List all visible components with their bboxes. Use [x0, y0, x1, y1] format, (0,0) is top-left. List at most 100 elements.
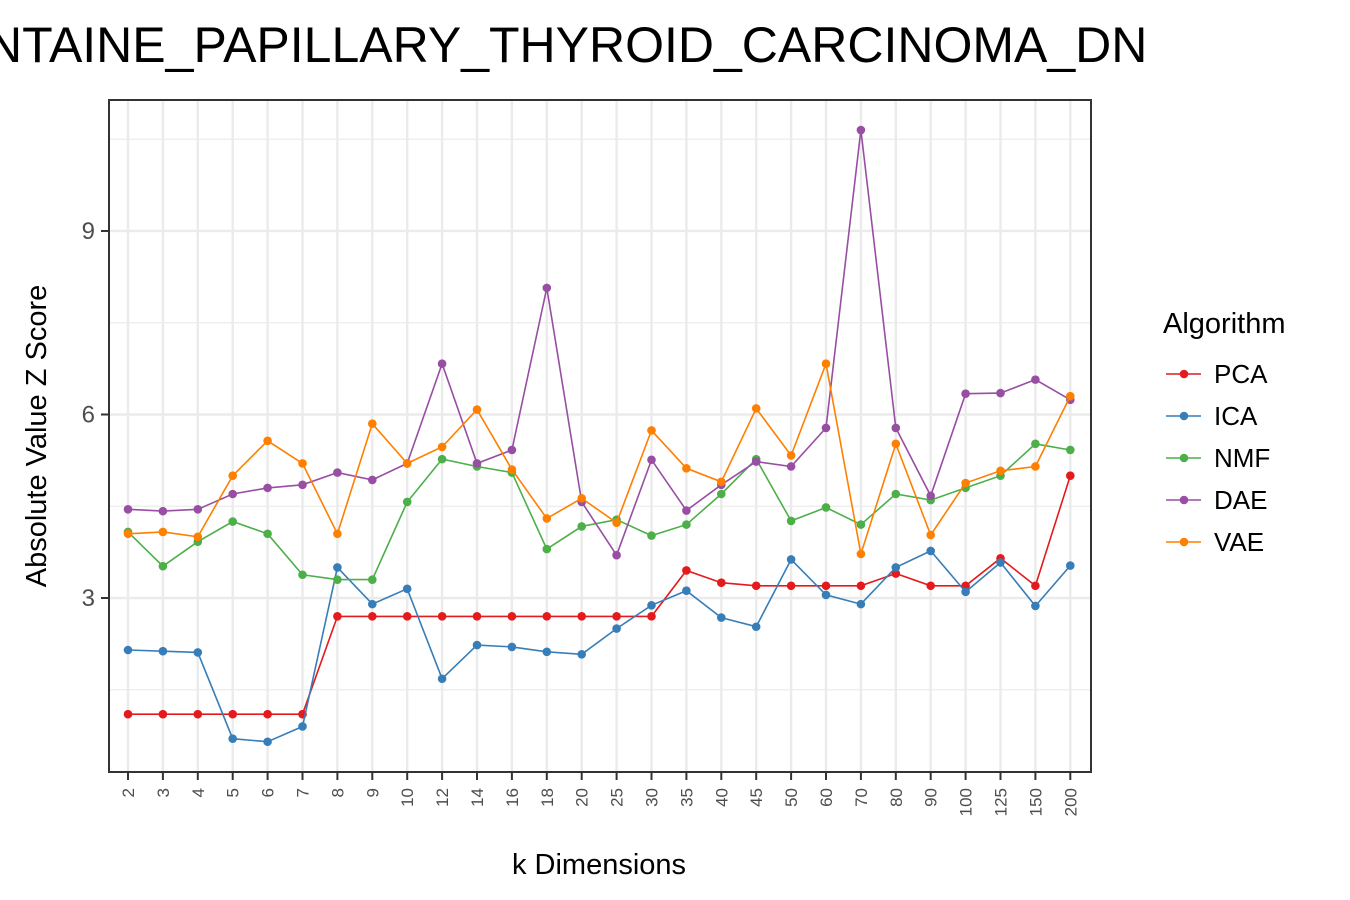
data-point-nmf [577, 522, 586, 531]
data-point-nmf [158, 561, 168, 571]
data-point-ica [996, 558, 1005, 567]
data-point-pca [368, 612, 377, 621]
data-point-dae [507, 445, 517, 455]
x-tick-label: 25 [608, 788, 627, 807]
legend-item-dae: DAE [1166, 485, 1267, 515]
x-tick-label: 200 [1061, 788, 1080, 816]
data-point-ica [263, 737, 272, 747]
x-tick-label: 100 [957, 788, 976, 816]
legend-key-point [1179, 369, 1189, 379]
x-tick-label: 80 [887, 788, 906, 807]
data-point-pca [891, 569, 901, 578]
data-point-pca [402, 612, 412, 621]
data-point-nmf [263, 529, 272, 539]
data-point-dae [542, 283, 552, 293]
x-tick-label: 70 [852, 788, 871, 807]
data-point-vae [298, 459, 307, 468]
legend: Algorithm PCA ICA NMF DAE VAE [1163, 308, 1286, 557]
data-point-pca [1031, 581, 1040, 591]
series-pca [123, 471, 1075, 719]
legend-item-ica: ICA [1166, 401, 1258, 431]
data-point-dae [612, 550, 621, 560]
data-point-pca [647, 612, 656, 621]
data-point-dae [996, 388, 1005, 398]
data-point-ica [682, 586, 691, 595]
x-tick-label: 6 [259, 788, 278, 797]
series-line-nmf [127, 443, 1071, 581]
data-point-ica [507, 642, 517, 652]
data-point-vae [856, 549, 866, 559]
data-point-ica [856, 599, 866, 609]
x-tick-label: 35 [677, 788, 696, 807]
data-point-ica [193, 648, 203, 657]
data-point-pca [333, 612, 342, 621]
data-point-pca [228, 709, 237, 719]
legend-key-point [1179, 537, 1189, 547]
data-point-nmf [891, 489, 901, 499]
data-point-dae [333, 468, 342, 477]
legend-item-nmf: NMF [1166, 443, 1270, 473]
data-point-vae [333, 529, 342, 539]
data-point-pca [612, 612, 621, 621]
data-point-ica [1066, 561, 1075, 570]
data-point-ica [228, 734, 237, 743]
x-tick-label: 16 [503, 788, 522, 807]
legend-label: VAE [1214, 527, 1264, 557]
data-point-pca [507, 612, 517, 621]
data-point-nmf [437, 454, 447, 464]
legend-label: PCA [1214, 359, 1268, 389]
x-axis: 2 3 4 5 6 7 8 9 10 12 14 16 18 20 25 30 35 40 45 50 60 70 80 90… [119, 772, 1080, 816]
data-point-ica [577, 649, 586, 659]
x-tick-label: 40 [712, 788, 731, 807]
data-point-ica [821, 590, 831, 600]
data-point-nmf [333, 575, 342, 584]
data-point-vae [926, 530, 935, 540]
data-point-nmf [682, 520, 691, 529]
data-point-ica [891, 563, 901, 572]
data-point-vae [193, 532, 203, 542]
data-point-ica [647, 601, 656, 610]
data-point-dae [1031, 375, 1040, 384]
data-point-vae [751, 404, 761, 413]
data-point-dae [298, 480, 307, 490]
data-point-dae [158, 506, 168, 516]
x-tick-label: 50 [782, 788, 801, 807]
data-point-nmf [647, 531, 656, 540]
y-tick-label: 3 [82, 585, 95, 612]
x-tick-label: 30 [643, 788, 662, 807]
x-tick-label: 3 [154, 788, 173, 797]
plot-panel-border [108, 99, 1092, 773]
grid-lines [109, 100, 1091, 772]
data-point-ica [1031, 601, 1040, 611]
series-line-pca [128, 475, 1072, 716]
x-axis-title: k Dimensions [512, 849, 686, 881]
data-point-nmf [1066, 445, 1075, 455]
x-tick-label: 12 [433, 788, 452, 807]
data-point-nmf [717, 489, 726, 499]
x-tick-label: 150 [1026, 788, 1045, 816]
series-vae [123, 359, 1075, 559]
data-point-ica [542, 647, 552, 657]
series-lines [123, 125, 1075, 747]
y-axis-title: Absolute Value Z Score [21, 285, 53, 588]
x-tick-label: 18 [538, 788, 557, 807]
data-point-ica [402, 584, 412, 594]
data-point-nmf [1031, 439, 1040, 449]
data-point-dae [123, 505, 133, 514]
data-point-nmf [368, 575, 377, 584]
data-point-ica [961, 587, 970, 597]
data-point-dae [961, 389, 970, 398]
data-point-pca [577, 612, 586, 621]
data-point-vae [647, 426, 656, 435]
data-point-pca [751, 581, 761, 591]
y-tick-label: 6 [82, 401, 95, 428]
data-point-ica [123, 645, 133, 655]
data-point-vae [402, 459, 412, 468]
data-point-vae [786, 451, 796, 460]
data-point-pca [821, 581, 831, 591]
data-point-pca [123, 709, 133, 719]
data-point-nmf [402, 497, 412, 507]
data-point-vae [1066, 391, 1075, 401]
x-tick-label: 90 [922, 788, 941, 807]
data-point-vae [542, 514, 552, 523]
